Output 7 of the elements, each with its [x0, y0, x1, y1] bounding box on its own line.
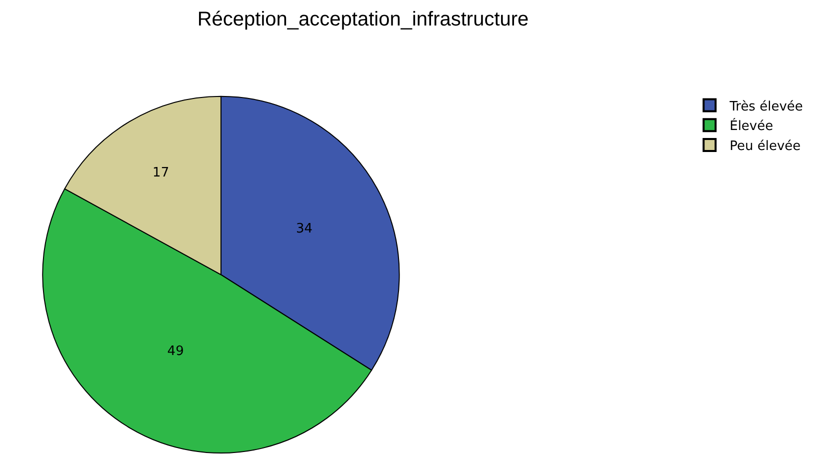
data-label: 49	[167, 344, 184, 359]
legend-label: Élevée	[730, 117, 774, 134]
data-label: 17	[152, 165, 170, 180]
chart-title: Réception_acceptation_infrastructure	[197, 8, 529, 30]
legend-label: Peu élevée	[730, 139, 801, 154]
legend-label: Très élevée	[728, 99, 803, 114]
data-label: 34	[296, 221, 313, 236]
